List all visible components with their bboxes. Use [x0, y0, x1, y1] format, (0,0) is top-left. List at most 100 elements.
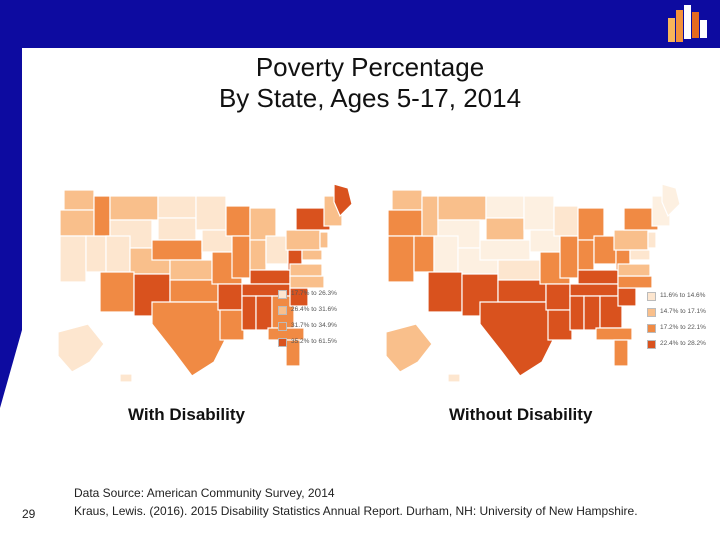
state-nc: [289, 275, 325, 289]
legend-swatch: [647, 324, 656, 333]
state-nv: [85, 235, 107, 273]
state-tx: [479, 301, 557, 377]
state-in: [249, 239, 267, 271]
state-ks: [497, 259, 541, 281]
state-ok: [497, 279, 547, 303]
state-nd: [485, 195, 525, 219]
legend-swatch: [278, 290, 287, 299]
state-va: [617, 263, 651, 277]
state-pa: [285, 229, 321, 251]
state-al: [583, 295, 601, 331]
state-ut: [105, 235, 131, 273]
state-id: [93, 195, 111, 237]
state-ca: [387, 235, 415, 283]
state-ut: [433, 235, 459, 273]
state-ky: [249, 269, 291, 285]
state-or: [387, 209, 423, 237]
legend-label: 26.4% to 31.6%: [291, 306, 337, 313]
state-sd: [157, 217, 197, 241]
state-wa: [391, 189, 423, 211]
caption-with-disability: With Disability: [128, 405, 245, 424]
state-ok: [169, 279, 219, 303]
state-ar: [545, 283, 571, 311]
state-id: [421, 195, 439, 237]
source-line-1: Data Source: American Community Survey, …: [74, 486, 335, 500]
state-oh: [593, 235, 617, 265]
map-with-disability: 17.7% to 26.3% 26.4% to 31.6% 31.7% to 3…: [42, 183, 362, 398]
slide-title: Poverty Percentage By State, Ages 5-17, …: [130, 52, 610, 114]
title-line-2: By State, Ages 5-17, 2014: [218, 83, 522, 113]
map-without-disability: 11.6% to 14.6% 14.7% to 17.1% 17.2% to 2…: [370, 183, 706, 398]
state-hi: [447, 373, 461, 383]
state-az: [99, 271, 135, 313]
state-al: [255, 295, 273, 331]
state-hi: [119, 373, 133, 383]
state-wa: [63, 189, 95, 211]
state-ks: [169, 259, 213, 281]
state-ca: [59, 235, 87, 283]
state-tn: [569, 283, 619, 297]
state-nv: [413, 235, 435, 273]
state-or: [59, 209, 95, 237]
state-nd: [157, 195, 197, 219]
state-wi: [553, 205, 579, 237]
state-mi: [249, 207, 277, 241]
page-number: 29: [22, 507, 36, 521]
state-sc: [617, 287, 637, 307]
state-az: [427, 271, 463, 313]
left-accent-bar: [0, 48, 22, 408]
state-ms: [569, 295, 585, 331]
state-ak: [385, 323, 433, 373]
state-in: [577, 239, 595, 271]
state-mn: [523, 195, 555, 231]
state-ne: [479, 239, 531, 261]
legend-label: 11.6% to 14.6%: [660, 292, 706, 299]
state-ar: [217, 283, 243, 311]
title-line-1: Poverty Percentage: [255, 52, 485, 82]
state-me: [661, 183, 681, 218]
legend-label: 22.4% to 28.2%: [660, 340, 706, 347]
state-nj: [647, 231, 657, 249]
state-mn: [195, 195, 227, 231]
header-bar: [0, 0, 720, 48]
state-mt: [109, 195, 159, 221]
legend-label: 35.2% to 61.5%: [291, 338, 337, 345]
state-il: [559, 235, 579, 279]
state-fl: [595, 327, 633, 341]
legend-swatch: [647, 340, 656, 349]
state-va: [289, 263, 323, 277]
source-line-2: Kraus, Lewis. (2016). 2015 Disability St…: [74, 504, 638, 518]
state-md: [629, 249, 651, 261]
legend-swatch: [278, 306, 287, 315]
legend-label: 14.7% to 17.1%: [660, 308, 706, 315]
state-mi: [577, 207, 605, 241]
state-mt: [437, 195, 487, 221]
logo-icon: [668, 5, 707, 42]
legend-swatch: [278, 322, 287, 331]
state-nc: [617, 275, 653, 289]
state-ms: [241, 295, 257, 331]
state-ak: [57, 323, 105, 373]
state-oh: [265, 235, 289, 265]
state-me: [333, 183, 353, 218]
legend-label: 17.2% to 22.1%: [660, 324, 706, 331]
state-la: [547, 309, 573, 341]
state-tx: [151, 301, 229, 377]
state-fl-peninsula: [613, 339, 629, 367]
state-pa: [613, 229, 649, 251]
state-sd: [485, 217, 525, 241]
state-ne: [151, 239, 203, 261]
legend-label: 31.7% to 34.9%: [291, 322, 337, 329]
legend-swatch: [647, 308, 656, 317]
data-source: Data Source: American Community Survey, …: [74, 484, 638, 520]
legend-swatch: [278, 338, 287, 347]
state-la: [219, 309, 245, 341]
state-wi: [225, 205, 251, 237]
legend-swatch: [647, 292, 656, 301]
state-il: [231, 235, 251, 279]
state-md: [301, 249, 323, 261]
state-fl-peninsula: [285, 339, 301, 367]
caption-without-disability: Without Disability: [449, 405, 593, 424]
state-nj: [319, 231, 329, 249]
us-choropleth-map-without-disability: [385, 183, 681, 383]
